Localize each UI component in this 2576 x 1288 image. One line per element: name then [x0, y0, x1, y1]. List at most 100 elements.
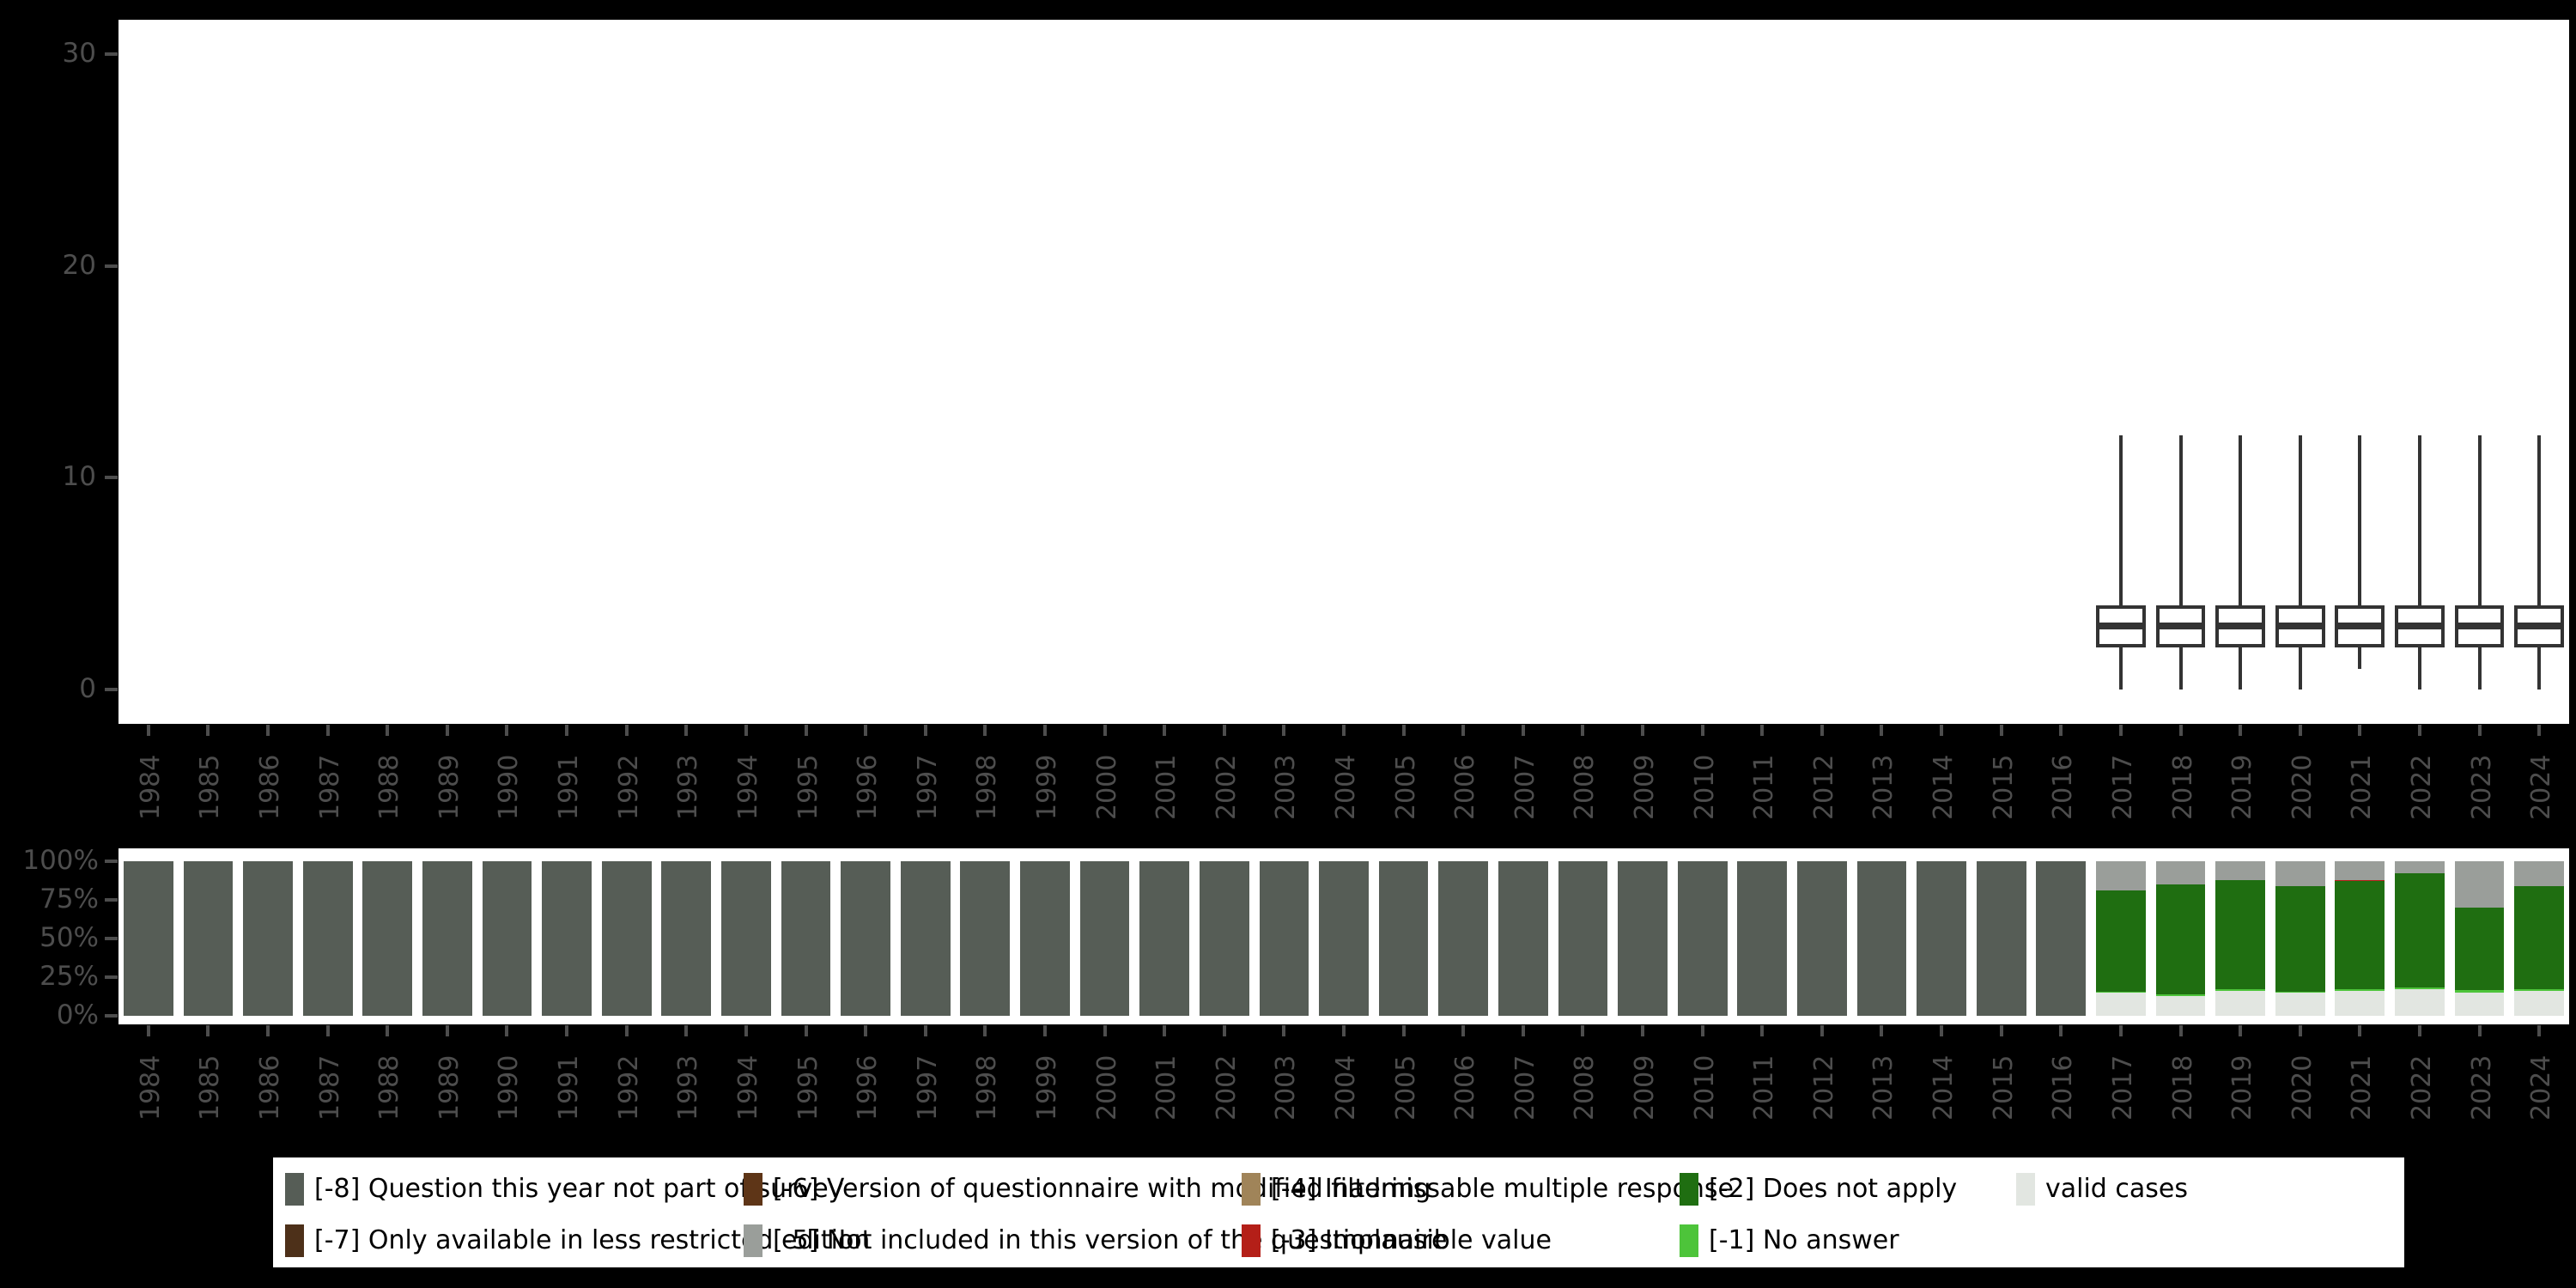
segment-question-not-part-of-survey [1378, 861, 1429, 1016]
stacked-bar-2008 [1558, 861, 1608, 1016]
legend-item-inadmissable-multiple-response[interactable]: [-4] Inadmissable multiple response [1242, 1173, 1734, 1206]
stacked-bar-x-year-label: 2020 [2287, 1054, 2318, 1121]
boxplot-upper-whisker [2118, 435, 2123, 605]
segment-not-included [2096, 861, 2146, 891]
segment-valid-cases [2335, 991, 2385, 1016]
boxplot-x-tick-mark [2537, 725, 2542, 736]
legend-swatch-icon [285, 1173, 304, 1206]
stacked-bar-x-tick-mark [325, 1025, 330, 1036]
segment-not-included [2395, 861, 2445, 874]
segment-question-not-part-of-survey [1558, 861, 1608, 1016]
stacked-bar-x-tick-mark [983, 1025, 987, 1036]
boxplot-median [2155, 623, 2206, 630]
stacked-bar-2016 [2036, 861, 2087, 1016]
stacked-bar-2024 [2514, 861, 2565, 1016]
stacked-bar-2014 [1917, 861, 1966, 1016]
legend-item-not-included[interactable]: [-5] Not included in this version of the… [744, 1224, 1448, 1257]
boxplot-lower-whisker [2537, 647, 2542, 690]
boxplot-x-tick-mark [1282, 725, 1286, 736]
stacked-bar-1995 [781, 861, 831, 1016]
stacked-bar-x-tick-mark [864, 1025, 868, 1036]
boxplot-x-tick-mark [744, 725, 748, 736]
stacked-bar-1986 [243, 861, 293, 1016]
legend-label: [-1] No answer [1709, 1225, 1899, 1255]
legend-label: [-7] Only available in less restricted e… [314, 1225, 871, 1255]
legend-item-implausible-value[interactable]: [-3] Implausible value [1242, 1224, 1552, 1257]
stacked-bar-x-tick-mark [1342, 1025, 1346, 1036]
boxplot-y-tick-label: 20 [62, 249, 96, 281]
segment-question-not-part-of-survey [1856, 861, 1907, 1016]
segment-valid-cases [2155, 995, 2206, 1016]
stacked-bar-2017 [2096, 861, 2146, 1016]
legend-item-modified-filtering[interactable]: [-6] Version of questionnaire with modif… [744, 1173, 1431, 1206]
stacked-bar-2007 [1498, 861, 1548, 1016]
boxplot-x-year-label: 2004 [1331, 754, 1361, 820]
boxplot-x-tick-mark [624, 725, 629, 736]
segment-question-not-part-of-survey [1917, 861, 1966, 1016]
legend-item-valid-cases[interactable]: valid cases [2016, 1173, 2188, 1206]
segment-valid-cases [2454, 993, 2505, 1016]
boxplot-x-tick-mark [386, 725, 390, 736]
stacked-bar-x-year-label: 2010 [1689, 1054, 1720, 1121]
segment-question-not-part-of-survey [302, 861, 353, 1016]
stacked-bar-2000 [1079, 861, 1130, 1016]
legend-swatch-icon [744, 1173, 762, 1206]
legend-label: [-3] Implausible value [1271, 1225, 1552, 1255]
stacked-bar-1991 [542, 861, 592, 1016]
stacked-bar-x-tick-mark [1820, 1025, 1824, 1036]
segment-not-included [2335, 861, 2385, 880]
stacked-bar-x-year-label: 1990 [494, 1054, 525, 1121]
boxplot-upper-whisker [2239, 435, 2243, 605]
stacked-bar-x-tick-mark [744, 1025, 748, 1036]
boxplot-x-year-label: 2015 [1988, 754, 2019, 820]
stacked-bar-x-tick-mark [1401, 1025, 1406, 1036]
stacked-bar-x-tick-mark [1641, 1025, 1645, 1036]
boxplot-x-tick-mark [2118, 725, 2123, 736]
stacked-bar-x-tick-mark [565, 1025, 569, 1036]
boxplot-x-year-label: 2003 [1271, 754, 1302, 820]
stacked-bar-x-tick-mark [2118, 1025, 2123, 1036]
legend-item-less-restricted-edition[interactable]: [-7] Only available in less restricted e… [285, 1224, 870, 1257]
boxplot-upper-whisker [2358, 435, 2362, 605]
segment-question-not-part-of-survey [721, 861, 771, 1016]
segment-question-not-part-of-survey [900, 861, 951, 1016]
boxplot-x-tick-mark [923, 725, 927, 736]
stacked-bar-x-year-label: 2009 [1630, 1054, 1661, 1121]
boxplot-x-year-label: 2010 [1689, 754, 1720, 820]
boxplot-x-year-label: 2014 [1929, 754, 1959, 820]
legend-item-does-not-apply[interactable]: [-2] Does not apply [1680, 1173, 1957, 1206]
boxplot-median [2454, 623, 2505, 630]
segment-question-not-part-of-survey [1618, 861, 1668, 1016]
boxplot-lower-whisker [2417, 647, 2421, 690]
stacked-bar-x-tick-mark [1999, 1025, 2003, 1036]
legend-label: [-4] Inadmissable multiple response [1271, 1174, 1735, 1204]
boxplot-x-year-label: 2016 [2048, 754, 2079, 820]
boxplot-x-tick-mark [804, 725, 808, 736]
boxplot-x-tick-mark [1581, 725, 1585, 736]
segment-does-not-apply [2335, 881, 2385, 989]
stacked-bar-x-tick-mark [146, 1025, 150, 1036]
segment-does-not-apply [2395, 873, 2445, 987]
legend-item-no-answer[interactable]: [-1] No answer [1680, 1224, 1899, 1257]
stacked-bar-2018 [2155, 861, 2206, 1016]
stacked-bar-x-year-label: 1987 [314, 1054, 345, 1121]
stacked-bar-x-year-label: 1995 [793, 1054, 823, 1121]
segment-valid-cases [2096, 993, 2146, 1016]
boxplot-x-year-label: 2012 [1808, 754, 1839, 820]
stacked-bar-x-year-label: 2012 [1808, 1054, 1839, 1121]
boxplot-x-tick-mark [2358, 725, 2362, 736]
boxplot-x-tick-mark [445, 725, 449, 736]
stacked-bar-1992 [601, 861, 652, 1016]
segment-question-not-part-of-survey [781, 861, 831, 1016]
segment-valid-cases [2514, 991, 2565, 1016]
segment-does-not-apply [2096, 890, 2146, 992]
boxplot-x-year-label: 1995 [793, 754, 823, 820]
boxplot-x-year-label: 2018 [2167, 754, 2198, 820]
segment-not-included [2155, 861, 2206, 884]
legend-label: [-2] Does not apply [1709, 1174, 1958, 1204]
stacked-bar-x-year-label: 2000 [1091, 1054, 1122, 1121]
segment-question-not-part-of-survey [123, 861, 173, 1016]
boxplot-2019 [2215, 20, 2266, 724]
legend-swatch-icon [1242, 1224, 1261, 1257]
stacked-bar-x-year-label: 2004 [1331, 1054, 1361, 1121]
